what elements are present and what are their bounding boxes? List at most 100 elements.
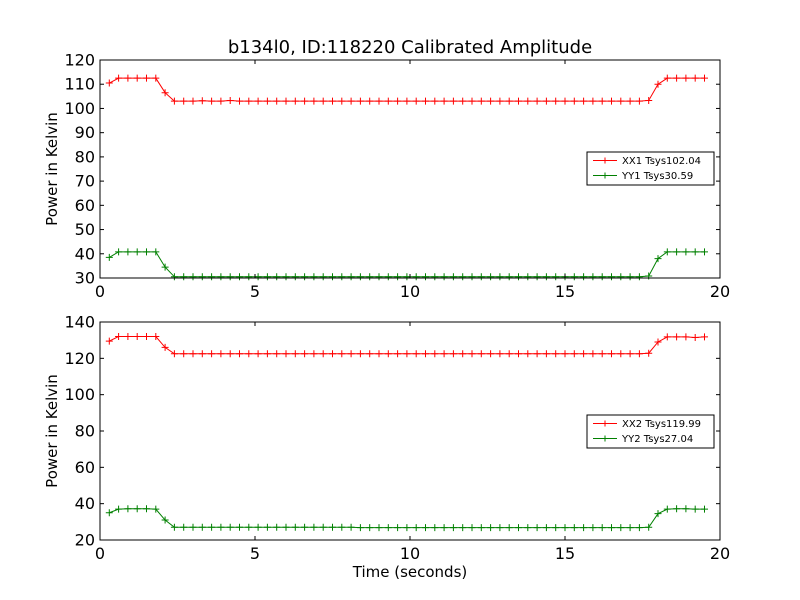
data-point	[319, 350, 327, 358]
x-tick-label: 10	[400, 282, 420, 301]
data-point	[152, 248, 160, 256]
data-point	[403, 97, 411, 105]
data-point	[282, 350, 290, 358]
data-point	[273, 350, 281, 358]
data-point	[291, 350, 299, 358]
data-point	[273, 97, 281, 105]
data-point	[236, 97, 243, 105]
data-point	[635, 97, 643, 105]
chart-title: b134l0, ID:118220 Calibrated Amplitude	[228, 37, 592, 58]
data-point	[691, 74, 699, 82]
data-point	[301, 523, 309, 531]
data-point	[542, 350, 550, 358]
legend-label: XX2 Tsys119.99	[622, 419, 701, 430]
data-point	[440, 97, 448, 105]
data-point	[384, 273, 392, 281]
data-point	[431, 97, 439, 105]
data-point	[477, 97, 485, 105]
data-point	[301, 97, 309, 105]
series-2	[105, 248, 708, 281]
data-point	[310, 97, 318, 105]
data-point	[254, 523, 262, 531]
data-point	[673, 333, 681, 341]
data-point	[542, 97, 550, 105]
data-point	[449, 524, 457, 532]
data-point	[356, 97, 364, 105]
data-point	[161, 263, 169, 271]
data-point	[459, 273, 467, 281]
data-point	[403, 350, 411, 358]
y-tick-label: 60	[75, 196, 95, 215]
data-point	[226, 523, 234, 531]
data-point	[608, 97, 615, 105]
y-tick-label: 60	[75, 458, 95, 477]
data-point	[701, 333, 708, 341]
data-point	[626, 350, 634, 358]
data-point	[282, 97, 290, 105]
data-point	[291, 273, 299, 281]
data-point	[422, 350, 429, 358]
data-point	[422, 273, 429, 281]
data-point	[170, 350, 178, 358]
data-point	[524, 350, 532, 358]
data-point	[468, 350, 476, 358]
x-tick-label: 0	[95, 544, 105, 563]
data-point	[263, 350, 271, 358]
data-point	[440, 350, 448, 358]
data-point	[329, 97, 336, 105]
data-point	[226, 96, 234, 104]
data-point	[701, 505, 708, 513]
legend-marker	[602, 157, 608, 164]
data-point	[384, 350, 392, 358]
data-point	[226, 273, 234, 281]
data-point	[663, 74, 671, 82]
data-point	[208, 350, 216, 358]
y-tick-label: 110	[64, 75, 95, 94]
data-point	[487, 97, 495, 105]
data-point	[366, 524, 374, 532]
y-tick-label: 120	[64, 349, 95, 368]
data-point	[394, 273, 402, 281]
y-tick-label: 40	[75, 244, 95, 263]
data-point	[347, 273, 355, 281]
data-point	[245, 97, 253, 105]
data-point	[487, 350, 495, 358]
data-point	[301, 273, 309, 281]
data-point	[673, 505, 681, 513]
data-point	[589, 273, 597, 281]
data-point	[477, 524, 485, 532]
series-1	[105, 74, 708, 105]
data-point	[673, 74, 681, 82]
data-point	[645, 523, 653, 531]
x-tick-label: 20	[710, 544, 730, 563]
subplot-2: 0 5 10 15 20 20 40 60 80 100 120 140 Power in Kelvin…	[43, 313, 730, 582]
data-point	[310, 350, 318, 358]
data-point	[263, 273, 271, 281]
data-point	[496, 273, 504, 281]
data-point	[524, 97, 532, 105]
data-point	[282, 273, 290, 281]
data-point	[412, 524, 420, 532]
data-point	[552, 97, 560, 105]
data-point	[170, 97, 178, 105]
data-point	[663, 333, 671, 341]
data-point	[570, 524, 578, 532]
y-axis-label: Power in Kelvin	[43, 112, 61, 226]
data-point	[115, 505, 123, 513]
y-tick-label: 100	[64, 99, 95, 118]
data-point	[338, 523, 346, 531]
data-point	[468, 97, 476, 105]
data-point	[449, 97, 457, 105]
data-point	[366, 273, 374, 281]
subplot-1: 0 5 10 15 20 30 40 50 60 70 80 90 100 110 120 Power in …	[43, 51, 730, 302]
data-point	[691, 248, 699, 256]
data-point	[319, 97, 327, 105]
data-point	[133, 505, 141, 513]
data-point	[189, 273, 197, 281]
data-point	[347, 523, 355, 531]
y-tick-label: 50	[75, 220, 95, 239]
data-point	[403, 273, 411, 281]
data-point	[552, 350, 560, 358]
data-point	[533, 524, 541, 532]
